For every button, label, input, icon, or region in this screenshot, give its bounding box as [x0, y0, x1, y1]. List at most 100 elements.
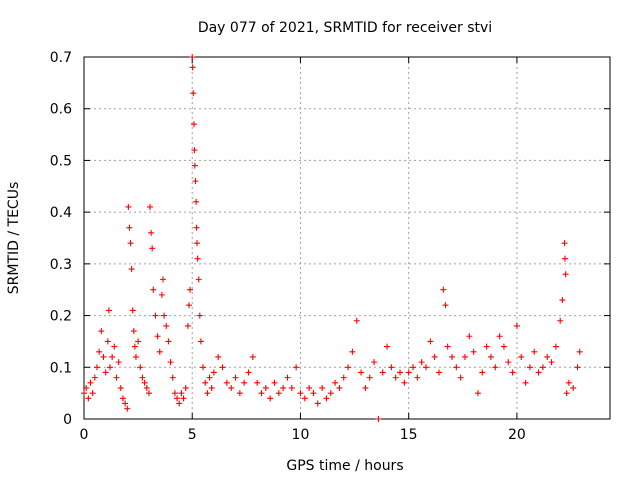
- data-point: [466, 333, 473, 340]
- y-tick-label: 0.7: [50, 50, 72, 66]
- data-point: [236, 390, 243, 397]
- data-point: [526, 364, 533, 371]
- chart-title: Day 077 of 2021, SRMTID for receiver stv…: [198, 20, 492, 36]
- data-point: [349, 348, 356, 355]
- data-point: [410, 364, 417, 371]
- data-point: [310, 390, 317, 397]
- data-point: [180, 395, 187, 402]
- data-point: [505, 359, 512, 366]
- data-point: [96, 348, 103, 355]
- data-point: [165, 338, 172, 345]
- data-point: [470, 348, 477, 355]
- data-point: [397, 369, 404, 376]
- grid-lines: [84, 57, 610, 419]
- data-point: [176, 400, 183, 407]
- data-point: [297, 390, 304, 397]
- x-tick-label: 0: [80, 427, 89, 443]
- data-point: [552, 343, 559, 350]
- data-point: [548, 359, 555, 366]
- data-point: [314, 400, 321, 407]
- data-point: [258, 390, 265, 397]
- data-point: [336, 384, 343, 391]
- data-point: [167, 359, 174, 366]
- data-point: [431, 353, 438, 360]
- data-point: [104, 338, 111, 345]
- data-point: [371, 359, 378, 366]
- data-point: [87, 379, 94, 386]
- data-point: [375, 416, 382, 422]
- data-point: [453, 364, 460, 371]
- x-tick-label: 5: [188, 427, 197, 443]
- data-point: [210, 369, 217, 376]
- data-point: [254, 379, 261, 386]
- data-point: [301, 395, 308, 402]
- data-point: [196, 312, 203, 319]
- data-point: [241, 379, 248, 386]
- data-point: [574, 364, 581, 371]
- data-point: [576, 348, 583, 355]
- data-point: [81, 390, 87, 397]
- data-point: [145, 390, 152, 397]
- data-point: [284, 374, 291, 381]
- data-point: [100, 353, 107, 360]
- data-point: [131, 343, 138, 350]
- data-point: [500, 343, 507, 350]
- data-point: [327, 390, 334, 397]
- data-point: [150, 286, 157, 293]
- data-point: [388, 364, 395, 371]
- data-point: [401, 379, 408, 386]
- data-point: [200, 364, 207, 371]
- data-point: [204, 390, 211, 397]
- data-point: [193, 240, 200, 247]
- data-point: [127, 240, 134, 247]
- data-point: [262, 384, 269, 391]
- data-point: [544, 353, 551, 360]
- data-point: [122, 400, 129, 407]
- data-point: [353, 317, 360, 324]
- data-point: [91, 374, 98, 381]
- data-point: [98, 328, 105, 335]
- x-tick-label: 10: [292, 427, 310, 443]
- data-point: [319, 384, 326, 391]
- data-point: [174, 395, 181, 402]
- y-tick-label: 0.5: [50, 153, 72, 169]
- data-point: [384, 343, 391, 350]
- data-point: [440, 286, 447, 293]
- data-point: [208, 384, 215, 391]
- data-point: [474, 390, 481, 397]
- data-point: [111, 343, 118, 350]
- data-point: [448, 353, 455, 360]
- data-point: [109, 353, 116, 360]
- y-tick-label: 0.4: [50, 205, 72, 221]
- data-point: [414, 374, 421, 381]
- data-point: [509, 369, 516, 376]
- data-point: [182, 384, 189, 391]
- data-point: [442, 302, 449, 309]
- data-point: [160, 276, 167, 283]
- y-axis-label: SRMTID / TECUs: [6, 182, 22, 295]
- data-point: [340, 374, 347, 381]
- data-point: [193, 224, 200, 231]
- data-point: [152, 312, 159, 319]
- data-point: [197, 338, 204, 345]
- y-tick-label: 0.6: [50, 102, 72, 118]
- data-point: [539, 364, 546, 371]
- data-point: [358, 369, 365, 376]
- data-point: [125, 203, 132, 210]
- data-point: [129, 307, 136, 314]
- data-point: [496, 333, 503, 340]
- data-point: [139, 374, 146, 381]
- data-point: [306, 384, 313, 391]
- y-tick-label: 0: [63, 412, 72, 428]
- data-point: [158, 291, 165, 298]
- tick-labels: 0 5 10 15 20 0 0.1 0.2 0.3 0.4 0.5 0.6 0.7: [50, 50, 526, 443]
- x-axis-label: GPS time / hours: [286, 458, 403, 474]
- data-point: [135, 338, 142, 345]
- data-point: [195, 276, 202, 283]
- data-point: [561, 255, 568, 262]
- data-point: [461, 353, 468, 360]
- data-point: [169, 374, 176, 381]
- data-point: [562, 271, 569, 278]
- data-point: [418, 359, 425, 366]
